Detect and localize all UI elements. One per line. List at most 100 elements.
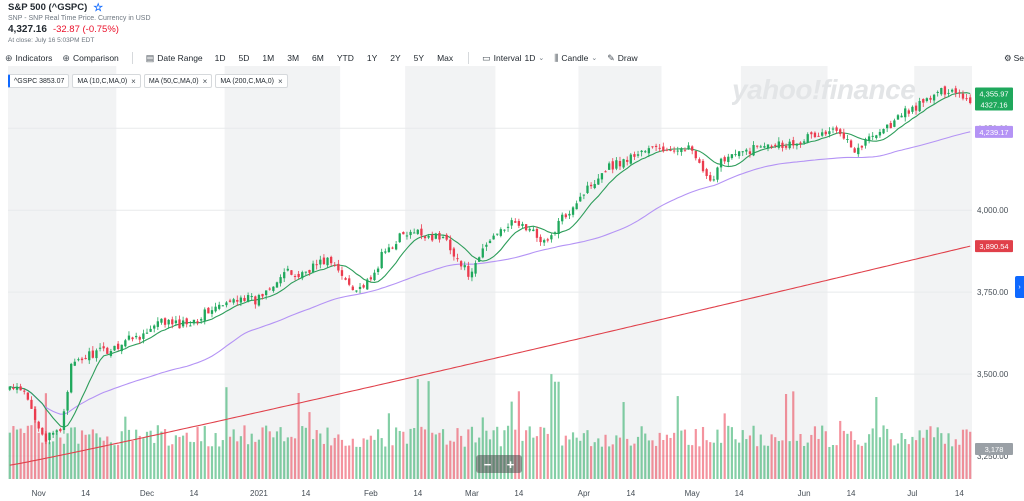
- price-chart[interactable]: 3,250.003,500.003,750.004,000.004,250.00…: [0, 66, 1024, 501]
- candle-body: [510, 220, 513, 226]
- range-button-max[interactable]: Max: [437, 53, 454, 63]
- volume-bar: [113, 445, 116, 479]
- volume-bar: [8, 432, 11, 479]
- chart-area[interactable]: 3,250.003,500.003,750.004,000.004,250.00…: [0, 66, 1024, 501]
- settings-button[interactable]: ⚙ Se: [1004, 50, 1024, 66]
- candle-body: [896, 115, 900, 120]
- zoom-out-button[interactable]: −: [483, 456, 492, 472]
- x-tick-label: 14: [81, 489, 90, 498]
- range-button-ytd[interactable]: YTD: [336, 53, 354, 63]
- volume-bar: [788, 441, 791, 479]
- candle-body: [694, 151, 697, 159]
- volume-bar: [12, 426, 15, 479]
- candle-body: [532, 229, 535, 232]
- range-button-5y[interactable]: 5Y: [413, 53, 425, 63]
- range-button-1m[interactable]: 1M: [262, 53, 275, 63]
- settings-label: Se: [1013, 53, 1024, 63]
- candle-body: [66, 391, 69, 411]
- value-badge-label: 4327.16: [980, 101, 1007, 110]
- candle-body: [503, 229, 506, 231]
- candle-body: [261, 293, 264, 297]
- volume-bar: [676, 396, 679, 479]
- candle-body: [593, 183, 596, 189]
- candle-body: [766, 144, 770, 148]
- volume-bar: [683, 429, 687, 479]
- volume-bar: [633, 443, 636, 479]
- legend-main-series[interactable]: ^GSPC 3853.07: [8, 74, 70, 88]
- candle-body: [467, 265, 470, 277]
- volume-bar: [579, 440, 582, 479]
- close-icon[interactable]: ×: [131, 76, 136, 86]
- legend-ma10[interactable]: MA (10,C,MA,0) ×: [72, 74, 141, 88]
- candle-body: [358, 286, 362, 289]
- candle-body: [239, 297, 243, 303]
- legend-ma50[interactable]: MA (50,C,MA,0) ×: [143, 74, 213, 88]
- candle-body: [932, 94, 936, 101]
- candle-body: [640, 150, 643, 153]
- comparison-button[interactable]: ⊕ Comparison: [57, 50, 123, 66]
- interval-button[interactable]: ▭ Interval 1D ⌄: [477, 50, 549, 66]
- volume-bar: [626, 438, 629, 479]
- candle-button[interactable]: ⫼ Candle ⌄: [549, 50, 602, 66]
- candle-body: [644, 151, 647, 153]
- volume-bar: [517, 391, 520, 479]
- close-icon[interactable]: ×: [202, 76, 208, 86]
- volume-bar: [55, 429, 58, 479]
- candle-body: [557, 220, 560, 235]
- x-tick-label: 14: [413, 489, 422, 498]
- legend-ma200[interactable]: MA (200,C,MA,0) ×: [215, 74, 288, 88]
- volume-bar: [301, 426, 304, 479]
- candle-body: [745, 149, 748, 152]
- candle-body: [409, 231, 412, 236]
- volume-bar: [120, 431, 123, 479]
- candle-body: [535, 228, 539, 238]
- volume-bar: [871, 428, 874, 479]
- range-button-5d[interactable]: 5D: [238, 53, 250, 63]
- candle-body: [405, 235, 409, 237]
- draw-button[interactable]: ✎ Draw: [602, 50, 642, 66]
- candle-body: [788, 141, 791, 149]
- volume-bar: [803, 445, 806, 479]
- date-range-button[interactable]: ▤ Date Range: [141, 50, 208, 66]
- indicators-button[interactable]: ⊕ Indicators: [0, 50, 57, 66]
- volume-bar: [236, 441, 239, 479]
- volume-bar: [774, 437, 777, 479]
- candle-body: [304, 271, 308, 273]
- volume-bar: [691, 445, 694, 479]
- range-button-1d[interactable]: 1D: [214, 53, 226, 63]
- side-panel-toggle[interactable]: ›: [1015, 276, 1024, 298]
- candle-body: [488, 240, 492, 244]
- volume-bar: [106, 436, 109, 479]
- x-tick-label: 2021: [250, 489, 268, 498]
- ma50-line: [9, 131, 971, 415]
- range-button-3m[interactable]: 3M: [287, 53, 300, 63]
- candle-body: [326, 257, 329, 266]
- volume-bar: [752, 425, 755, 479]
- quote-change: -32.87 (-0.75%): [52, 24, 119, 35]
- candle-body: [914, 105, 918, 111]
- volume-bar: [586, 430, 589, 479]
- range-button-1y[interactable]: 1Y: [366, 53, 378, 63]
- candle-body: [795, 143, 799, 146]
- candle-body: [37, 421, 40, 429]
- candle-body: [221, 305, 224, 307]
- volume-bar: [893, 445, 896, 479]
- candle-body: [911, 106, 914, 112]
- candle-body: [228, 300, 232, 302]
- volume-bar: [355, 446, 358, 479]
- close-icon[interactable]: ×: [278, 76, 283, 86]
- x-tick-label: Mar: [465, 489, 479, 498]
- candle-body: [839, 129, 842, 135]
- range-button-2y[interactable]: 2Y: [390, 53, 401, 63]
- candle-icon: ⫼: [554, 52, 559, 63]
- volume-bar: [770, 434, 773, 479]
- range-button-6m[interactable]: 6M: [312, 53, 324, 63]
- candle-body: [849, 140, 853, 148]
- zoom-in-button[interactable]: +: [506, 456, 515, 472]
- volume-bar: [376, 429, 380, 479]
- star-icon[interactable]: ☆: [93, 1, 104, 14]
- volume-bar: [600, 446, 604, 479]
- volume-bar: [214, 433, 217, 479]
- candle-body: [203, 309, 206, 321]
- candle-body: [225, 302, 228, 306]
